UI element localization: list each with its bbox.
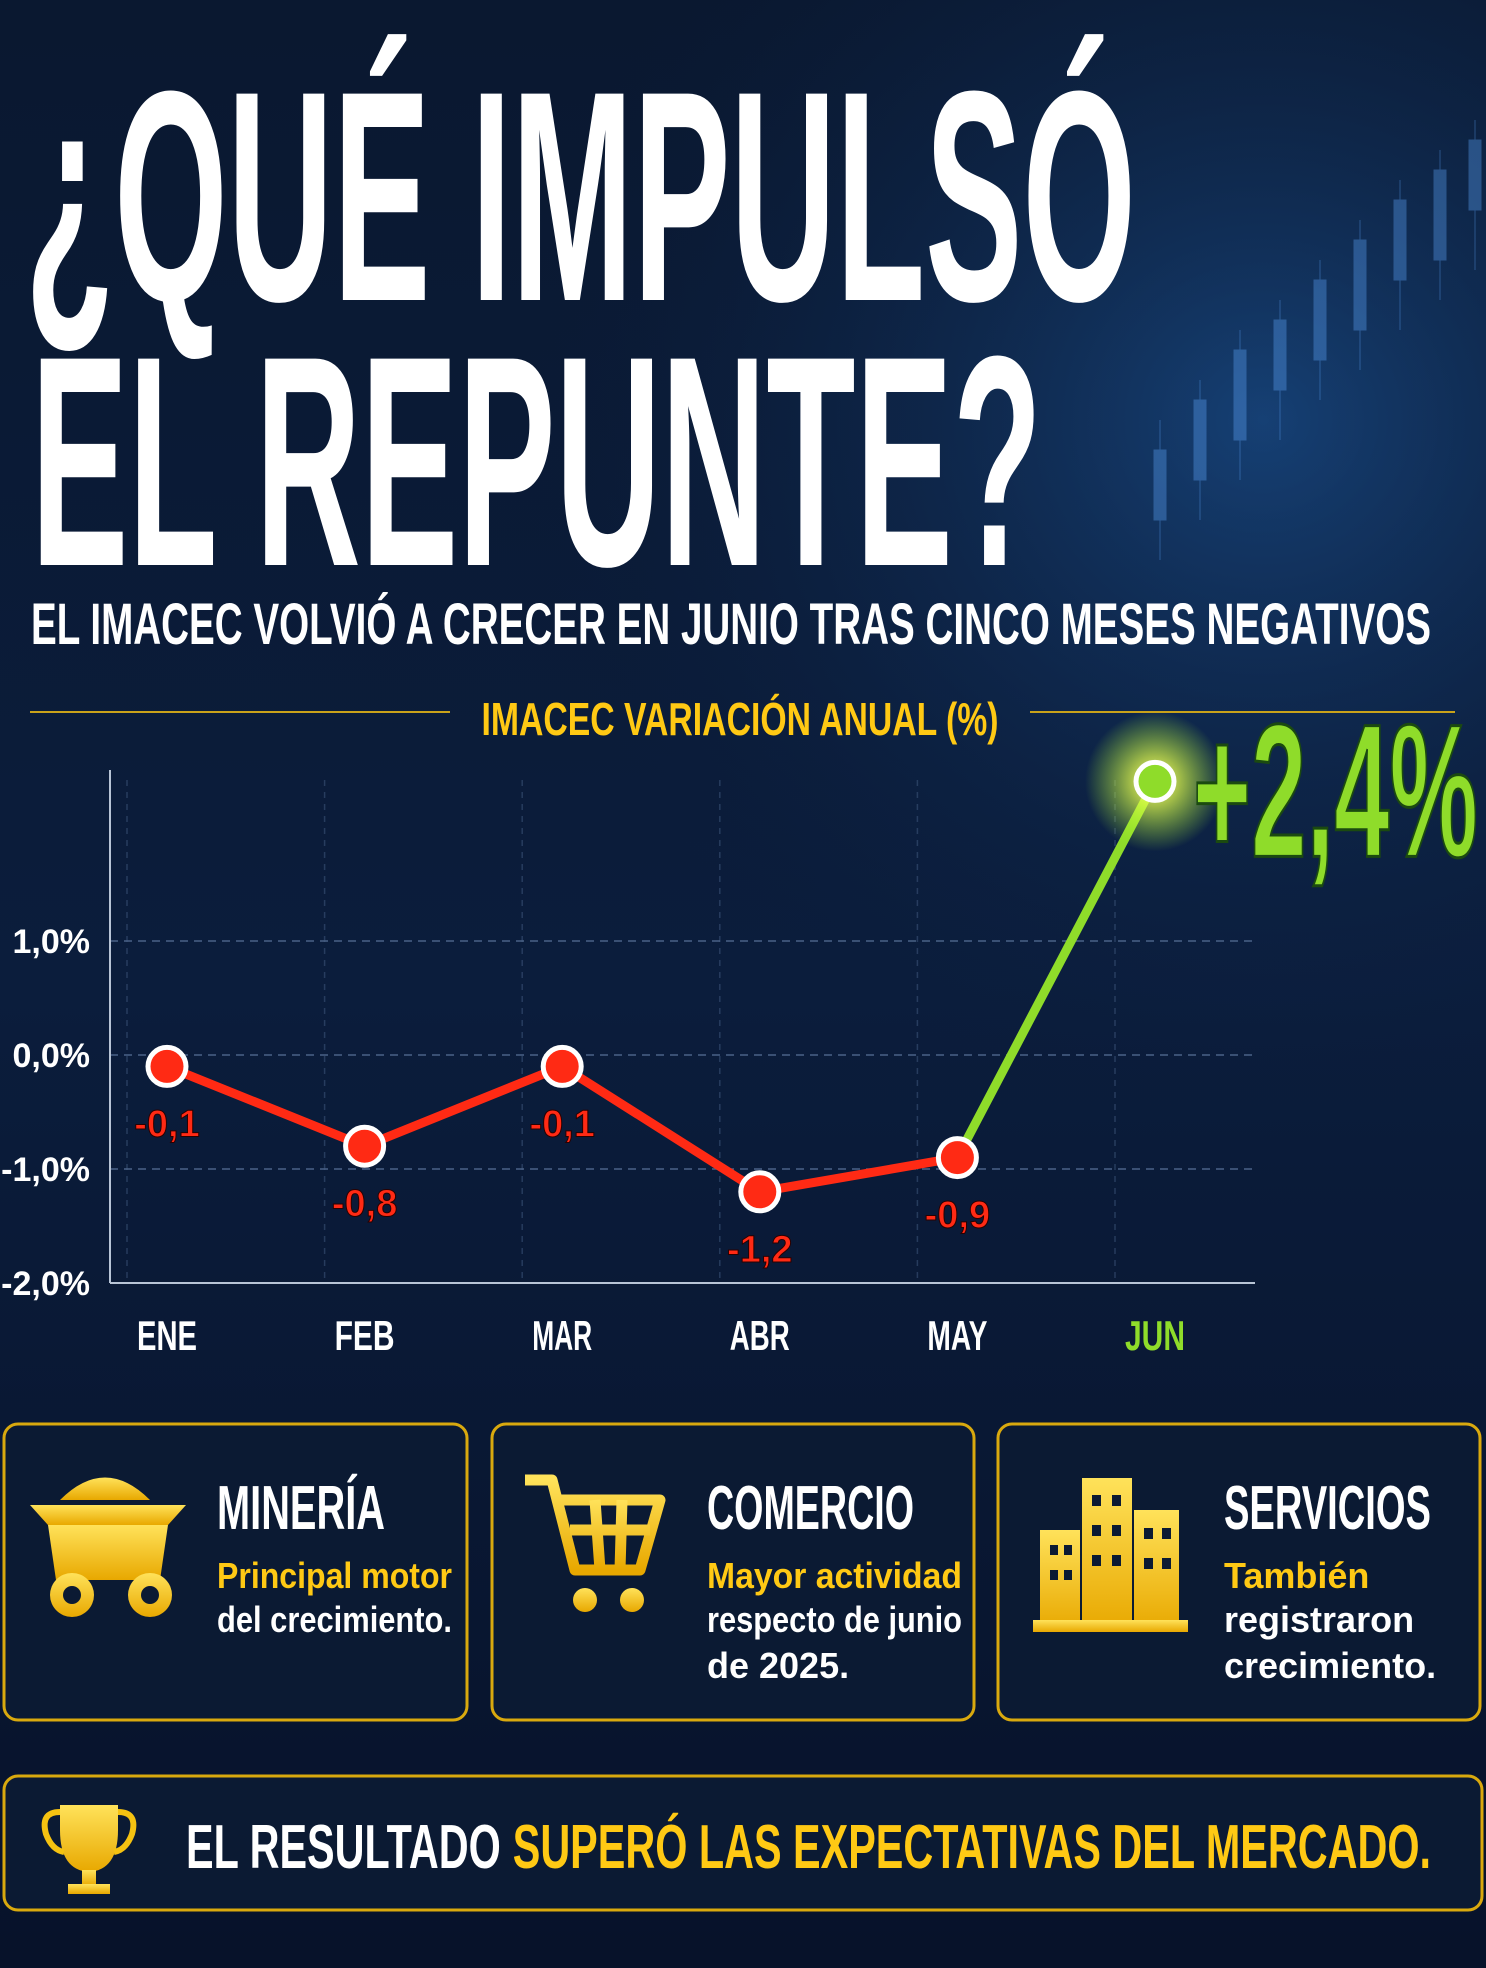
x-tick-label: MAR <box>532 1312 592 1359</box>
background-glow <box>0 0 1486 1400</box>
footer-plain: EL RESULTADO <box>186 1813 501 1882</box>
card-title: COMERCIO <box>707 1474 914 1543</box>
value-label: -0,1 <box>529 1103 594 1145</box>
cart-icon <box>525 1474 666 1576</box>
chart-title: IMACEC VARIACIÓN ANUAL (%) <box>482 693 999 745</box>
x-tick-label: JUN <box>1125 1312 1185 1359</box>
card: COMERCIO Mayor actividad respecto de jun… <box>490 1422 976 1722</box>
point <box>343 1124 387 1168</box>
x-tick-label: ENE <box>137 1312 197 1359</box>
card-text: crecimiento. <box>1224 1645 1436 1686</box>
value-label: -1,2 <box>727 1229 792 1271</box>
trophy-icon <box>60 1805 118 1894</box>
footer-highlight: SUPERÓ LAS EXPECTATIVAS DEL MERCADO. <box>513 1813 1431 1882</box>
card-text: de 2025. <box>707 1645 849 1686</box>
card-title: MINERÍA <box>217 1474 385 1543</box>
line-segment <box>952 776 1160 1163</box>
card-highlight: Principal motor <box>217 1555 452 1596</box>
x-tick-label: MAY <box>927 1312 987 1359</box>
card-title: SERVICIOS <box>1224 1474 1431 1543</box>
card: SERVICIOS También registraron crecimient… <box>996 1422 1482 1722</box>
truck-wheel <box>63 1586 81 1604</box>
card-text: respecto de junio <box>707 1599 962 1640</box>
cart-wheel <box>620 1588 644 1612</box>
value-label: -0,8 <box>332 1183 397 1225</box>
card-text: registraron <box>1224 1599 1414 1640</box>
value-label-highlight: +2,4% <box>1193 685 1478 897</box>
card-text: del crecimiento. <box>217 1599 452 1640</box>
footer-text: EL RESULTADOSUPERÓ LAS EXPECTATIVAS DEL … <box>186 1813 1431 1882</box>
line-segment <box>755 1153 962 1197</box>
card-highlight: También <box>1224 1555 1369 1596</box>
point <box>935 1136 979 1180</box>
decor-candles <box>1153 120 1482 560</box>
x-tick-label: FEB <box>335 1312 395 1359</box>
point <box>738 1170 782 1214</box>
value-label: -0,1 <box>134 1103 199 1145</box>
card-highlight: Mayor actividad <box>707 1555 962 1596</box>
buildings-icon <box>1033 1478 1188 1632</box>
headline-line: ¿QUÉ IMPULSÓ <box>25 28 1136 364</box>
building-windows <box>1050 1495 1171 1580</box>
subtitle: EL IMACEC VOLVIÓ A CRECER EN JUNIO TRAS … <box>31 592 1431 657</box>
cart-wheel <box>573 1588 597 1612</box>
card: MINERÍA Principal motor del crecimiento. <box>2 1422 469 1722</box>
line-segment <box>557 1061 765 1197</box>
y-tick-label: -2,0% <box>1 1265 90 1303</box>
y-tick-label: 0,0% <box>13 1037 91 1075</box>
truck-icon <box>30 1477 186 1617</box>
line-segment <box>162 1061 370 1151</box>
footer-frame <box>2 1774 1484 1912</box>
line-segment <box>360 1061 567 1151</box>
chart: 1,0% 0,0% -1,0% -2,0% ENE -0,1 FEB -0,8 MAR -0,1 A… <box>1 684 1479 1359</box>
point <box>145 1044 189 1088</box>
truck-wheel <box>141 1586 159 1604</box>
point <box>1133 759 1177 803</box>
point <box>540 1044 584 1088</box>
value-label: -0,9 <box>925 1195 990 1237</box>
y-tick-label: -1,0% <box>1 1151 90 1189</box>
headline-line: EL REPUNTE? <box>31 293 1042 629</box>
trophy-handles <box>41 1809 137 1855</box>
x-tick-label: ABR <box>730 1312 790 1359</box>
y-tick-label: 1,0% <box>13 923 91 961</box>
